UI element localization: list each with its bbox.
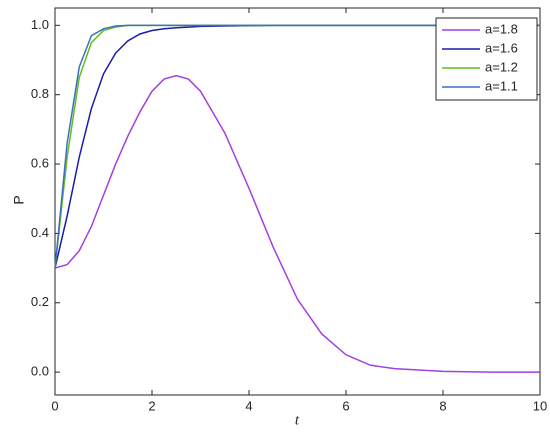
series-line xyxy=(54,74,540,373)
x-tick-label: 4 xyxy=(245,398,252,413)
x-tick-label: 0 xyxy=(51,398,58,413)
legend-label: a=1.2 xyxy=(485,59,518,74)
y-tick-label: 0.2 xyxy=(31,294,49,309)
y-tick-label: 1.0 xyxy=(31,17,49,32)
y-tick-label: 0.0 xyxy=(31,364,49,379)
legend-label: a=1.6 xyxy=(485,40,518,55)
y-tick-label: 0.6 xyxy=(31,155,49,170)
x-tick-label: 10 xyxy=(533,398,547,413)
x-tick-label: 2 xyxy=(148,398,155,413)
legend-label: a=1.1 xyxy=(485,78,518,93)
legend-label: a=1.8 xyxy=(485,21,518,36)
series-line xyxy=(54,24,540,269)
y-tick-label: 0.8 xyxy=(31,86,49,101)
y-tick-label: 0.4 xyxy=(31,225,49,240)
x-tick-label: 8 xyxy=(439,398,446,413)
x-axis-label: t xyxy=(295,412,300,428)
x-tick-label: 6 xyxy=(342,398,349,413)
y-axis-label: P xyxy=(11,195,27,204)
